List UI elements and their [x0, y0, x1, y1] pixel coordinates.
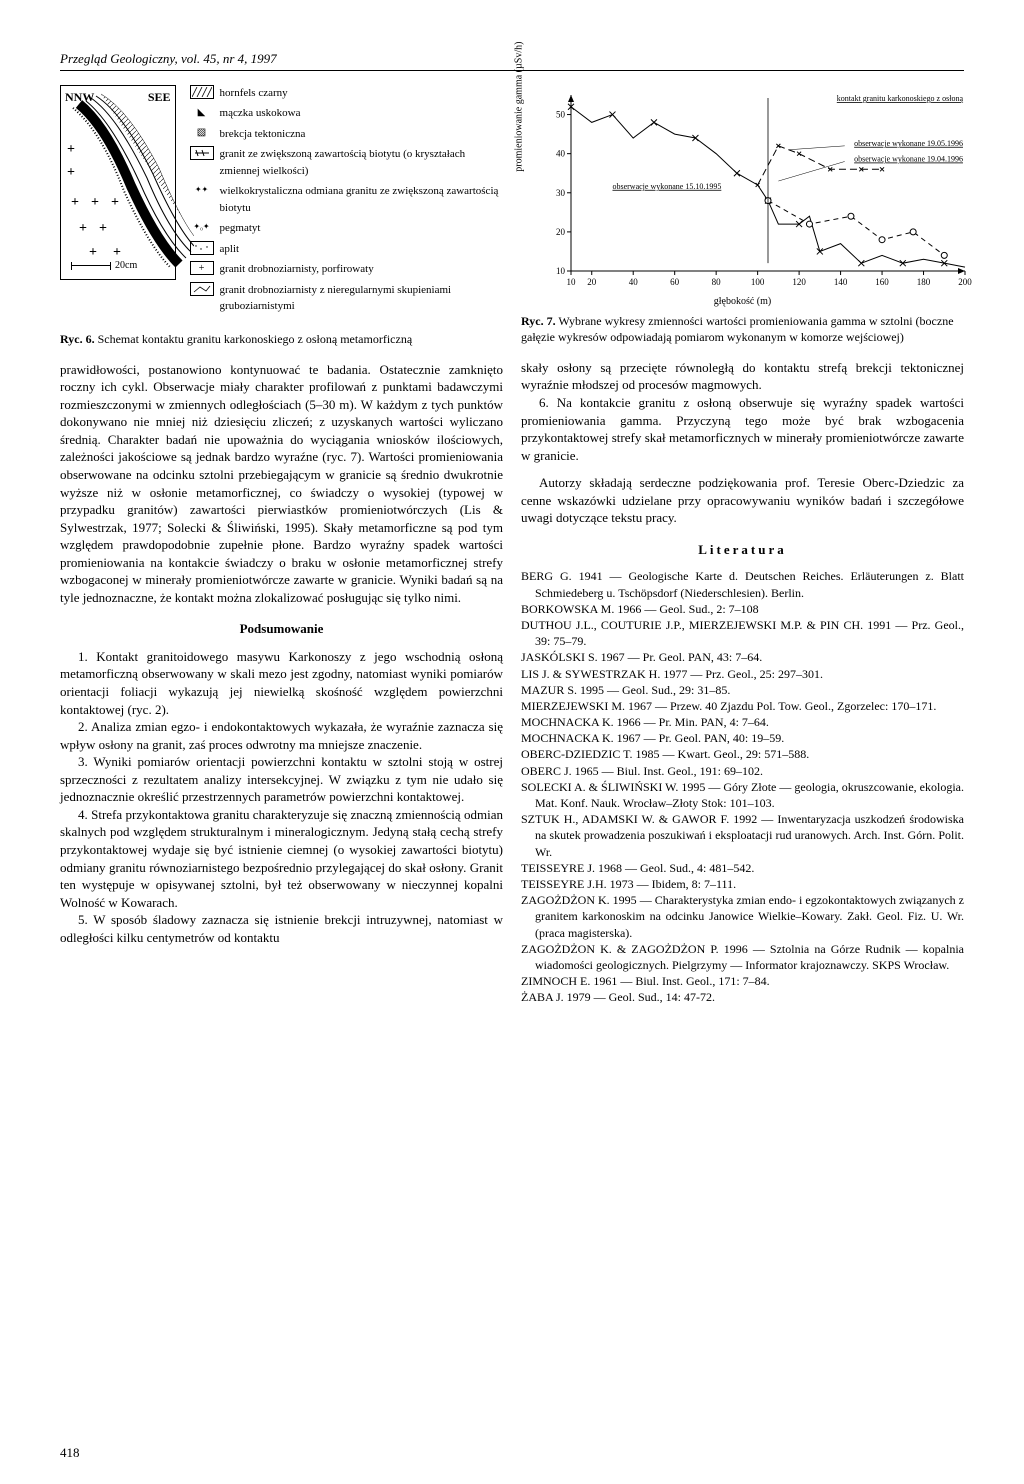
figure-6: NNW SEE — [60, 85, 503, 319]
y-axis-label: promieniowanie gamma (µSv/h) — [512, 41, 526, 171]
reference-item: ZIMNOCH E. 1961 — Biul. Inst. Geol., 171… — [521, 973, 964, 989]
legend-item: hornfels czarny — [190, 85, 503, 102]
legend-item: aplit — [190, 241, 503, 258]
reference-item: LIS J. & SYWESTRZAK H. 1977 — Prz. Geol.… — [521, 666, 964, 682]
svg-text:10: 10 — [556, 266, 566, 276]
reference-item: ZAGOŻDŻON K. 1995 — Charakterystyka zmia… — [521, 892, 964, 941]
legend-item: granit ze zwiększoną zawartością biotytu… — [190, 146, 503, 179]
reference-item: TEISSEYRE J. 1968 — Geol. Sud., 4: 481–5… — [521, 860, 964, 876]
reference-item: MOCHNACKA K. 1967 — Pr. Geol. PAN, 40: 1… — [521, 730, 964, 746]
reference-item: OBERC-DZIEDZIC T. 1985 — Kwart. Geol., 2… — [521, 746, 964, 762]
legend-item: ◣mączka uskokowa — [190, 105, 503, 122]
reference-item: MIERZEJEWSKI M. 1967 — Przew. 40 Zjazdu … — [521, 698, 964, 714]
svg-text:40: 40 — [556, 148, 566, 158]
legend-item: ✦₀✦pegmatyt — [190, 220, 503, 237]
ack-para: Autorzy składają serdeczne podziękowania… — [521, 474, 964, 527]
svg-text:120: 120 — [792, 277, 806, 287]
geological-diagram: NNW SEE — [60, 85, 176, 280]
body-para: skały osłony są przecięte równoległą do … — [521, 359, 964, 394]
summary-item: 4. Strefa przykontaktowa granitu charakt… — [60, 806, 503, 911]
right-column: promieniowanie gamma (µSv/h) 10203040501… — [521, 85, 964, 1006]
legend-item: ✦✦wielkokrystaliczna odmiana granitu ze … — [190, 183, 503, 216]
summary-heading: Podsumowanie — [60, 620, 503, 638]
summary-item: 5. W sposób śladowy zaznacza się istnien… — [60, 911, 503, 946]
reference-item: SZTUK H., ADAMSKI W. & GAWOR F. 1992 — I… — [521, 811, 964, 860]
references-list: BERG G. 1941 — Geologische Karte d. Deut… — [521, 568, 964, 1005]
svg-text:180: 180 — [917, 277, 931, 287]
svg-text:140: 140 — [834, 277, 848, 287]
literature-heading: Literatura — [521, 541, 964, 559]
scale-bar: 20cm — [71, 259, 137, 273]
svg-text:100: 100 — [751, 277, 765, 287]
reference-item: ŻABA J. 1979 — Geol. Sud., 14: 47-72. — [521, 989, 964, 1005]
reference-item: BERG G. 1941 — Geologische Karte d. Deut… — [521, 568, 964, 600]
svg-text:60: 60 — [670, 277, 680, 287]
svg-text:200: 200 — [958, 277, 972, 287]
reference-item: JASKÓLSKI S. 1967 — Pr. Geol. PAN, 43: 7… — [521, 649, 964, 665]
legend-item: granit drobnoziarnisty z nieregularnymi … — [190, 282, 503, 315]
diagram-legend: hornfels czarny ◣mączka uskokowa ▧brekcj… — [190, 85, 503, 319]
svg-text:obserwacje wykonane 19.05.1996: obserwacje wykonane 19.05.1996 — [854, 138, 963, 147]
svg-text:obserwacje wykonane 19.04.1996: obserwacje wykonane 19.04.1996 — [854, 154, 963, 163]
diagram-svg — [61, 86, 194, 279]
svg-text:40: 40 — [629, 277, 639, 287]
svg-text:160: 160 — [875, 277, 889, 287]
reference-item: BORKOWSKA M. 1966 — Geol. Sud., 2: 7–108 — [521, 601, 964, 617]
svg-text:kontakt granitu karkonoskiego: kontakt granitu karkonoskiego z osłoną — [837, 94, 964, 103]
reference-item: SOLECKI A. & ŚLIWIŃSKI W. 1995 — Góry Zł… — [521, 779, 964, 811]
svg-text:30: 30 — [556, 187, 566, 197]
gamma-chart: promieniowanie gamma (µSv/h) 10203040501… — [521, 85, 964, 305]
reference-item: TEISSEYRE J.H. 1973 — Ibidem, 8: 7–111. — [521, 876, 964, 892]
svg-text:80: 80 — [712, 277, 722, 287]
reference-item: MOCHNACKA K. 1966 — Pr. Min. PAN, 4: 7–6… — [521, 714, 964, 730]
summary-item: 3. Wyniki pomiarów orientacji powierzchn… — [60, 753, 503, 806]
body-para: prawidłowości, postanowiono kontynuować … — [60, 361, 503, 607]
svg-text:20: 20 — [556, 226, 566, 236]
svg-text:obserwacje wykonane 15.10.1995: obserwacje wykonane 15.10.1995 — [612, 181, 721, 190]
fig6-caption: Ryc. 6. Schemat kontaktu granitu karkono… — [60, 331, 503, 347]
fig7-caption: Ryc. 7. Wybrane wykresy zmienności warto… — [521, 313, 964, 345]
chart-svg: 10 20 30 40 50 10 20 40 60 80 100 120 140 160 180 200 ko… — [543, 85, 973, 295]
reference-item: ZAGOŻDŻON K. & ZAGOŻDŻON P. 1996 — Sztol… — [521, 941, 964, 973]
legend-item: +granit drobnoziarnisty, porfirowaty — [190, 261, 503, 278]
page-number: 418 — [60, 1444, 80, 1462]
svg-text:50: 50 — [556, 109, 566, 119]
body-para: 6. Na kontakcie granitu z osłoną obserwu… — [521, 394, 964, 464]
reference-item: OBERC J. 1965 — Biul. Inst. Geol., 191: … — [521, 763, 964, 779]
svg-text:20: 20 — [587, 277, 597, 287]
summary-item: 1. Kontakt granitoidowego masywu Karkono… — [60, 648, 503, 718]
reference-item: MAZUR S. 1995 — Geol. Sud., 29: 31–85. — [521, 682, 964, 698]
summary-item: 2. Analiza zmian egzo- i endokontaktowyc… — [60, 718, 503, 753]
content-columns: NNW SEE — [60, 85, 964, 1006]
svg-text:10: 10 — [567, 277, 577, 287]
x-axis-label: głębokość (m) — [714, 295, 772, 309]
legend-item: ▧brekcja tektoniczna — [190, 126, 503, 143]
reference-item: DUTHOU J.L., COUTURIE J.P., MIERZEJEWSKI… — [521, 617, 964, 649]
left-column: NNW SEE — [60, 85, 503, 1006]
